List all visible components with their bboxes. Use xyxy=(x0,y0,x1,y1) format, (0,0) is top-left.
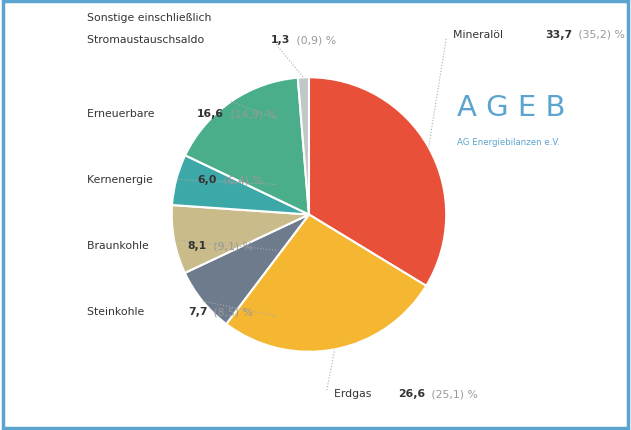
Text: (25,1) %: (25,1) % xyxy=(428,388,478,399)
Text: AG Energiebilanzen e.V.: AG Energiebilanzen e.V. xyxy=(457,138,560,147)
Text: Stromaustauschsaldo: Stromaustauschsaldo xyxy=(86,35,208,45)
Text: Sonstige einschließlich: Sonstige einschließlich xyxy=(86,13,211,23)
Text: (9,1) %: (9,1) % xyxy=(210,241,254,251)
Text: 16,6: 16,6 xyxy=(197,109,224,119)
Text: Braunkohle: Braunkohle xyxy=(86,241,152,251)
Text: 1,3: 1,3 xyxy=(271,35,290,45)
Wedge shape xyxy=(298,78,309,215)
Wedge shape xyxy=(309,78,446,286)
Wedge shape xyxy=(185,79,309,215)
Text: Erdgas: Erdgas xyxy=(334,388,375,399)
Text: (35,2) %: (35,2) % xyxy=(575,30,625,40)
Text: (6,4) %: (6,4) % xyxy=(220,175,262,185)
Text: A G E B: A G E B xyxy=(457,94,566,122)
Text: 26,6: 26,6 xyxy=(398,388,425,399)
Text: Erneuerbare: Erneuerbare xyxy=(86,109,158,119)
Wedge shape xyxy=(172,206,309,273)
Text: Kernenergie: Kernenergie xyxy=(86,175,156,185)
Wedge shape xyxy=(185,215,309,324)
Text: Steinkohle: Steinkohle xyxy=(86,306,148,316)
Wedge shape xyxy=(227,215,426,352)
Text: Mineralöl: Mineralöl xyxy=(453,30,507,40)
Text: (0,9) %: (0,9) % xyxy=(293,35,336,45)
Text: (14,9) %: (14,9) % xyxy=(227,109,277,119)
Wedge shape xyxy=(172,156,309,215)
Text: 33,7: 33,7 xyxy=(545,30,572,40)
Text: 7,7: 7,7 xyxy=(188,306,208,316)
Text: 8,1: 8,1 xyxy=(188,241,207,251)
Text: 6,0: 6,0 xyxy=(197,175,216,185)
Text: (8,5) %: (8,5) % xyxy=(210,306,254,316)
